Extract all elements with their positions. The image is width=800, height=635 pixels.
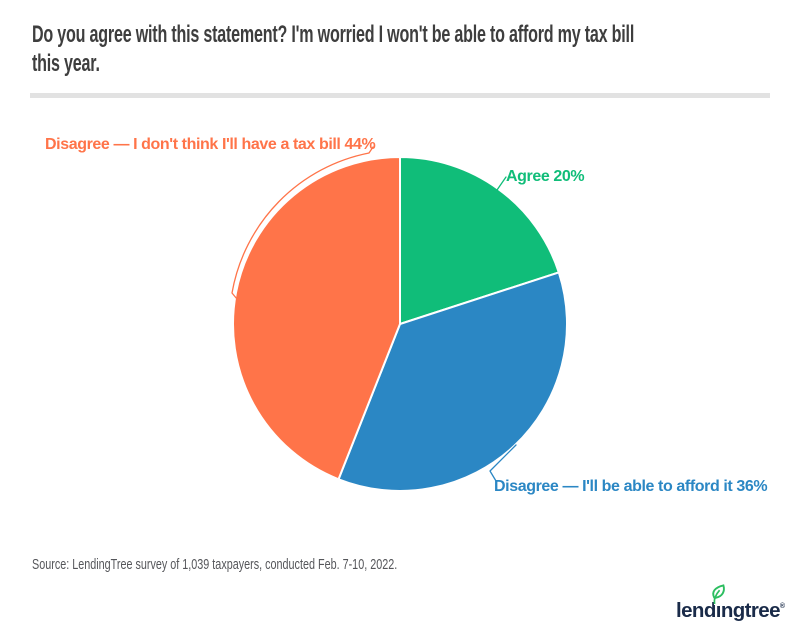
page-title: Do you agree with this statement? I'm wo… [32, 20, 800, 78]
title-divider [30, 93, 770, 98]
pie-slice-1 [337, 271, 569, 493]
title-line-2: this year. [32, 50, 100, 77]
logo-wordmark: lendingtree® [676, 599, 786, 622]
leader-line-disagree-no-bill [231, 146, 374, 300]
leader-line-disagree-afford [489, 444, 517, 482]
pie-slices-group [232, 155, 569, 493]
title-line-1: Do you agree with this statement? I'm wo… [32, 21, 635, 48]
source-note: Source: LendingTree survey of 1,039 taxp… [32, 556, 398, 573]
registered-mark: ® [779, 603, 786, 610]
lendingtree-logo: lendingtree® [676, 584, 791, 626]
leaf-icon [712, 584, 725, 605]
slice-label-agree: Agree 20% [506, 168, 585, 185]
slice-label-disagree-no-bill: Disagree — I don't think I'll have a tax… [45, 136, 376, 153]
logo-dot-cover [714, 598, 723, 605]
slice-label-disagree-afford: Disagree — I'll be able to afford it 36% [494, 478, 768, 495]
leader-line-agree [496, 176, 507, 191]
pie-slice-2 [232, 155, 401, 481]
